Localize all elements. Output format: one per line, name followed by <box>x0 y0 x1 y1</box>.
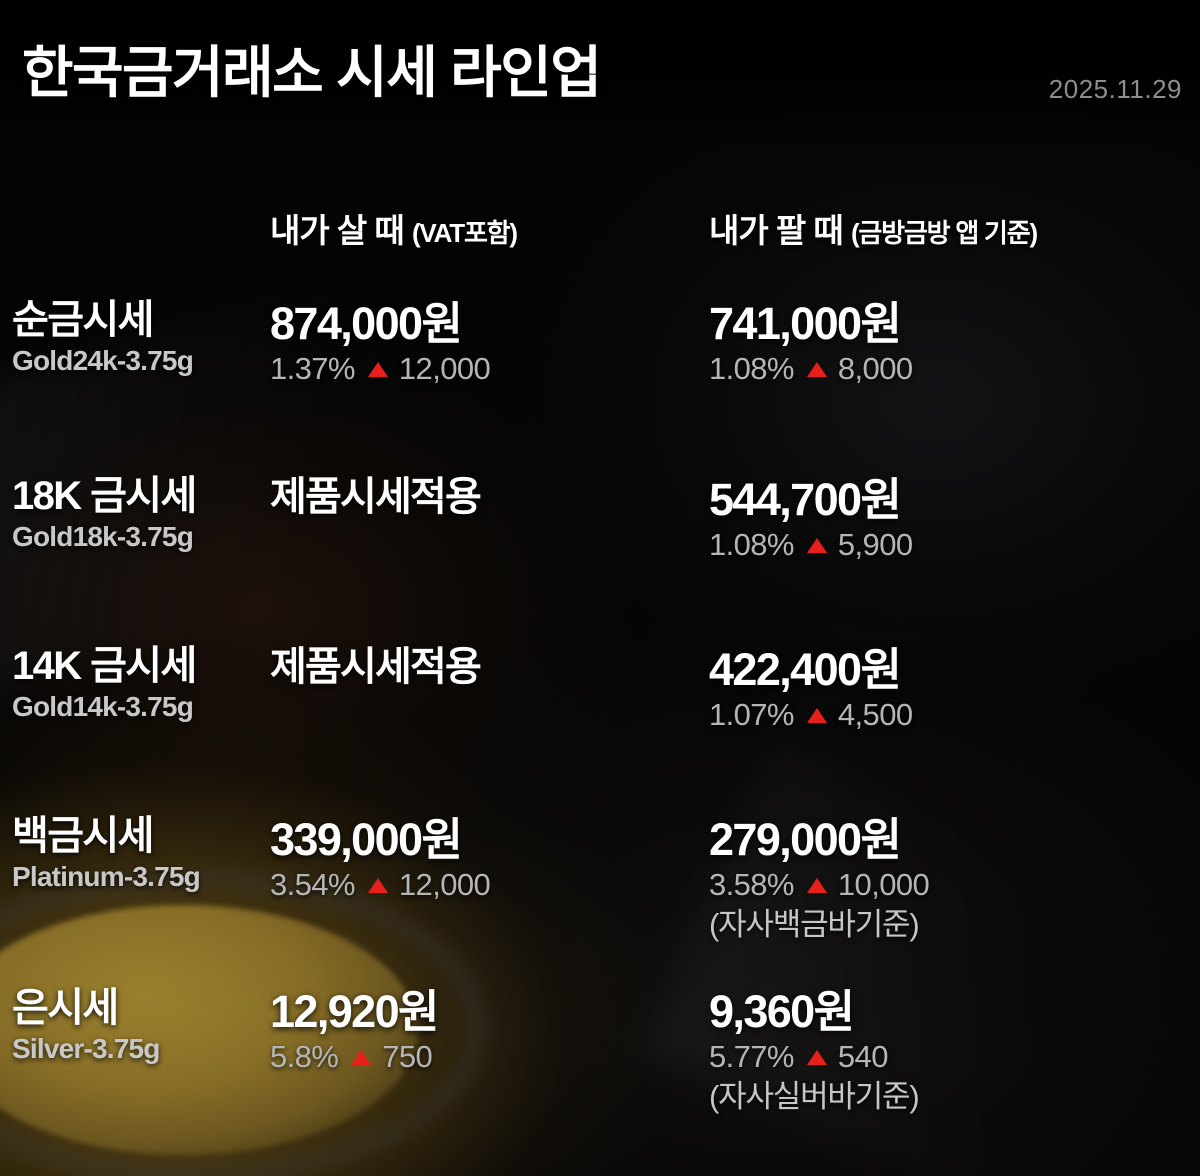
sell-delta: 1.08% 8,000 <box>709 352 1179 386</box>
sell-delta-percent: 1.08% <box>709 351 795 387</box>
row-label-en: Gold18k-3.75g <box>12 520 194 552</box>
buy-delta-percent: 5.8% <box>270 1039 339 1075</box>
buy-price: 12,920원 <box>270 986 439 1037</box>
triangle-up-icon <box>806 537 827 553</box>
triangle-up-icon <box>806 707 827 723</box>
sell-delta: 1.07% 4,500 <box>709 698 1179 732</box>
sell-delta-percent: 5.77% <box>709 1039 795 1075</box>
triangle-up-icon <box>367 877 388 893</box>
sell-delta-percent: 3.58% <box>709 867 795 903</box>
row-label-ko: 백금시세 <box>12 814 154 858</box>
sell-delta-percent: 1.07% <box>709 697 795 733</box>
sell-price: 422,400원 <box>709 644 902 695</box>
sell-price: 279,000원 <box>709 814 902 865</box>
triangle-up-icon <box>367 361 388 377</box>
row-label-ko: 18K 금시세 <box>12 474 197 518</box>
triangle-up-icon <box>351 1049 372 1065</box>
sell-note: (자사백금바기준) <box>709 907 920 943</box>
buy-delta-percent: 1.37% <box>270 351 356 387</box>
row-label-en: Gold14k-3.75g <box>12 690 194 722</box>
cell-buy: 제품시세적용 <box>270 476 700 518</box>
row-label: 순금시세 Gold24k-3.75g <box>12 298 270 376</box>
sell-delta: 1.08% 5,900 <box>709 528 1179 562</box>
row-label-ko: 은시세 <box>12 986 119 1030</box>
buy-delta-amount: 12,000 <box>398 351 491 387</box>
cell-sell: 544,700원 1.08% 5,900 <box>709 476 1179 562</box>
buy-price: 제품시세적용 <box>270 645 482 689</box>
triangle-up-icon <box>806 877 827 893</box>
sell-price: 544,700원 <box>709 474 902 525</box>
cell-sell: 279,000원 3.58% 10,000 (자사백금바기준) <box>709 816 1179 942</box>
row-label-en: Gold24k-3.75g <box>12 344 194 376</box>
row-label-en: Silver-3.75g <box>12 1032 160 1064</box>
buy-delta-amount: 12,000 <box>398 867 491 903</box>
sell-delta: 5.77% 540 <box>709 1040 1179 1074</box>
buy-delta-percent: 3.54% <box>270 867 356 903</box>
row-label: 백금시세 Platinum-3.75g <box>12 814 270 892</box>
cell-buy: 12,920원 5.8% 750 <box>270 988 700 1074</box>
buy-delta-amount: 750 <box>382 1039 433 1075</box>
row-label-en: Platinum-3.75g <box>12 860 201 892</box>
cell-sell: 741,000원 1.08% 8,000 <box>709 300 1179 386</box>
triangle-up-icon <box>806 1049 827 1065</box>
cell-sell: 9,360원 5.77% 540 (자사실버바기준) <box>709 988 1179 1114</box>
buy-delta: 1.37% 12,000 <box>270 352 700 386</box>
buy-delta: 3.54% 12,000 <box>270 868 700 902</box>
row-label: 은시세 Silver-3.75g <box>12 986 270 1064</box>
buy-price: 874,000원 <box>270 298 463 349</box>
sell-price: 741,000원 <box>709 298 902 349</box>
sell-delta-percent: 1.08% <box>709 527 795 563</box>
sell-note: (자사실버바기준) <box>709 1079 920 1115</box>
cell-buy: 제품시세적용 <box>270 646 700 688</box>
cell-buy: 874,000원 1.37% 12,000 <box>270 300 700 386</box>
sell-delta-amount: 10,000 <box>837 867 930 903</box>
row-label-ko: 14K 금시세 <box>12 644 197 688</box>
row-label: 18K 금시세 Gold18k-3.75g <box>12 474 270 552</box>
cell-buy: 339,000원 3.54% 12,000 <box>270 816 700 902</box>
sell-delta-amount: 4,500 <box>837 697 913 733</box>
buy-price: 제품시세적용 <box>270 475 482 519</box>
buy-price: 339,000원 <box>270 814 463 865</box>
sell-delta: 3.58% 10,000 <box>709 868 1179 902</box>
sell-delta-amount: 8,000 <box>837 351 913 387</box>
sell-price: 9,360원 <box>709 986 855 1037</box>
row-label: 14K 금시세 Gold14k-3.75g <box>12 644 270 722</box>
buy-delta: 5.8% 750 <box>270 1040 700 1074</box>
sell-delta-amount: 540 <box>837 1039 889 1075</box>
sell-delta-amount: 5,900 <box>837 527 913 563</box>
cell-sell: 422,400원 1.07% 4,500 <box>709 646 1179 732</box>
row-label-ko: 순금시세 <box>12 298 154 342</box>
triangle-up-icon <box>806 361 827 377</box>
